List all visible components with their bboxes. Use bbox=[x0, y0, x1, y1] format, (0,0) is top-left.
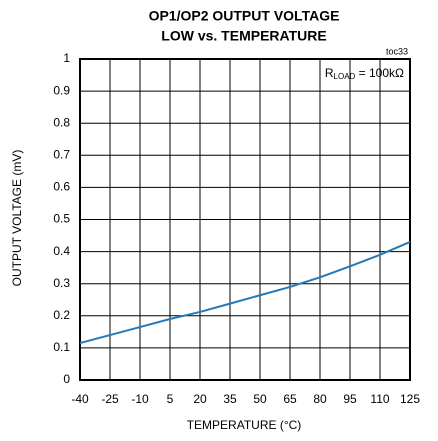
x-tick-label: 5 bbox=[167, 392, 174, 406]
x-tick-label: -25 bbox=[101, 392, 119, 406]
y-tick-label: 0.7 bbox=[53, 147, 70, 161]
y-tick-label: 0 bbox=[63, 372, 70, 386]
x-tick-label: -40 bbox=[71, 392, 89, 406]
x-tick-label: 110 bbox=[370, 392, 389, 406]
chart-title: OP1/OP2 OUTPUT VOLTAGE bbox=[149, 8, 340, 24]
x-tick-label: 35 bbox=[223, 392, 237, 406]
x-tick-label: 65 bbox=[283, 392, 297, 406]
figure-id: toc33 bbox=[386, 46, 408, 56]
y-tick-label: 0.2 bbox=[53, 308, 70, 322]
y-tick-label: 0.6 bbox=[53, 180, 70, 194]
x-tick-label: 80 bbox=[313, 392, 327, 406]
y-tick-label: 0.1 bbox=[53, 340, 70, 354]
x-axis-label: TEMPERATURE (°C) bbox=[187, 418, 302, 432]
y-tick-label: 0.9 bbox=[53, 83, 70, 97]
load-r: R bbox=[325, 66, 334, 80]
load-annotation: RLOAD = 100kΩ bbox=[325, 66, 404, 81]
x-tick-label: 50 bbox=[253, 392, 267, 406]
y-tick-label: 0.4 bbox=[53, 244, 70, 258]
x-tick-label: 95 bbox=[343, 392, 357, 406]
load-sub: LOAD bbox=[334, 72, 356, 81]
y-tick-label: 0.3 bbox=[53, 276, 70, 290]
data-line bbox=[79, 241, 411, 345]
x-tick-label: 125 bbox=[400, 392, 420, 406]
x-tick-label: -10 bbox=[131, 392, 149, 406]
chart-title: LOW vs. TEMPERATURE bbox=[161, 28, 326, 44]
y-tick-label: 0.8 bbox=[53, 115, 70, 129]
plot-frame bbox=[79, 58, 411, 381]
y-tick-label: 0.5 bbox=[53, 212, 70, 226]
y-axis-label: OUTPUT VOLTAGE (mV) bbox=[10, 150, 24, 287]
y-tick-label: 1 bbox=[63, 51, 70, 65]
x-tick-label: 20 bbox=[193, 392, 207, 406]
